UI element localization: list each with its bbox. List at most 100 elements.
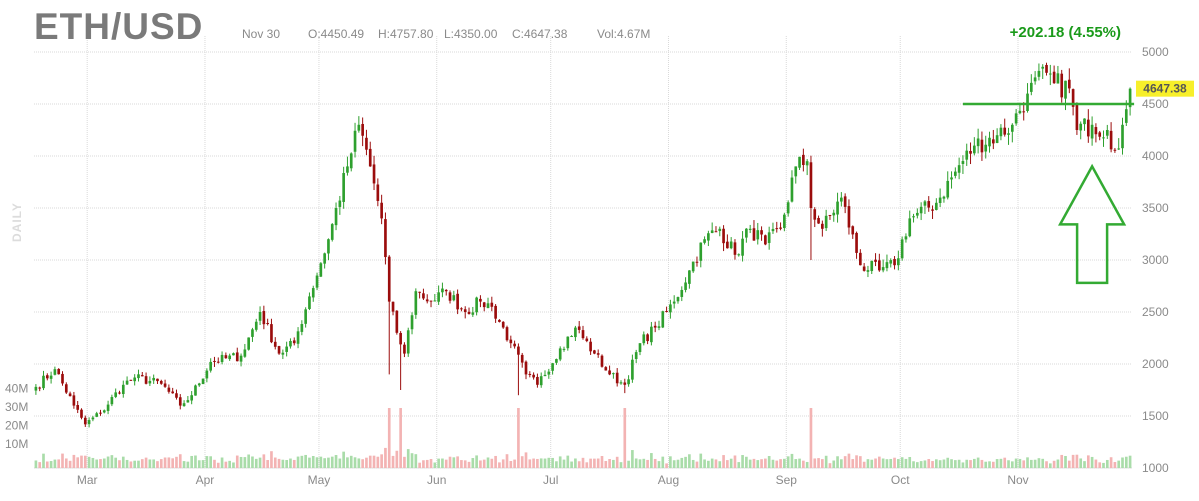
candle-body [794, 166, 798, 177]
candle-body [897, 258, 900, 266]
candle-body [775, 228, 779, 230]
candle-body [1048, 73, 1052, 75]
candle-body [577, 326, 581, 330]
volume-bar [695, 461, 699, 468]
volume-bar [885, 459, 889, 468]
volume-bar [190, 455, 194, 468]
volume-bar [418, 462, 421, 468]
volume-bar [327, 457, 330, 468]
candle-body [391, 301, 395, 312]
volume-bar [64, 458, 68, 468]
volume-bar [429, 459, 433, 468]
volume-bar [786, 456, 790, 468]
volume-bar [893, 457, 896, 468]
candle-body [342, 173, 345, 202]
volume-bar [315, 457, 319, 468]
candle-body [729, 241, 733, 249]
candle-body [365, 137, 368, 150]
candle-body [289, 341, 292, 347]
candle-body [851, 226, 855, 235]
candle-body [418, 291, 421, 293]
volume-bar [197, 460, 201, 468]
candle-body [688, 270, 691, 284]
volume-bar [482, 459, 486, 468]
candle-body [121, 384, 125, 395]
volume-bar [76, 457, 80, 468]
candle-body [813, 209, 817, 220]
volume-bar [737, 462, 741, 468]
volume-bar [729, 458, 733, 468]
volume-bar [1071, 454, 1075, 468]
candle-body [270, 324, 273, 343]
volume-bar [874, 458, 877, 468]
candle-body [99, 412, 102, 414]
candle-body [140, 375, 144, 377]
candle-body [1075, 104, 1079, 130]
volume-bar [615, 456, 619, 468]
candle-body [908, 218, 912, 237]
candle-body [779, 227, 782, 229]
volume-tick-label: 40M [5, 382, 28, 396]
candle-body [258, 312, 262, 321]
candle-body [91, 417, 95, 420]
candle-body [1045, 64, 1048, 73]
candle-body [748, 228, 752, 230]
volume-bar [144, 457, 148, 468]
candle-body [1026, 93, 1029, 112]
candle-body [425, 299, 429, 302]
volume-bar [980, 459, 984, 468]
candle-body [175, 393, 178, 398]
volume-bar [802, 460, 805, 468]
volume-bar [1094, 459, 1098, 468]
up-arrow-annotation [1057, 163, 1127, 285]
candle-body [399, 332, 402, 345]
volume-bar [235, 455, 239, 468]
volume-bar [1041, 458, 1045, 468]
volume-bar [452, 457, 456, 468]
volume-bar [1109, 457, 1113, 468]
candle-body [969, 150, 972, 154]
volume-bar [528, 459, 532, 468]
candle-body [64, 384, 68, 393]
candle-body [49, 375, 53, 379]
volume-bar [266, 460, 269, 468]
volume-bar [156, 461, 159, 468]
volume-bar [699, 453, 703, 468]
candle-body [965, 150, 969, 160]
candle-body [634, 352, 638, 360]
candle-body [467, 311, 471, 314]
candle-body [570, 336, 573, 338]
volume-bar [524, 452, 528, 468]
candle-body [612, 373, 615, 375]
volume-bar [672, 460, 676, 468]
candle-body [72, 395, 76, 406]
candle-body [866, 270, 870, 272]
volume-bar [600, 456, 604, 468]
candle-body [912, 216, 915, 218]
candle-body [152, 377, 156, 381]
candle-body [349, 153, 353, 169]
volume-bar [710, 458, 714, 468]
volume-bar [919, 461, 923, 468]
candle-body [741, 238, 744, 256]
x-tick-label: Sep [776, 473, 798, 487]
last-price-tag [1136, 80, 1194, 97]
candle-body [1037, 70, 1041, 77]
volume-bar [688, 454, 691, 468]
candle-body [669, 304, 672, 313]
volume-bar [209, 456, 212, 468]
volume-bar [726, 460, 729, 468]
candle-body [304, 309, 307, 324]
volume-bar [349, 455, 353, 468]
candle-body [870, 260, 874, 272]
candle-body [190, 395, 194, 401]
candle-body [1052, 71, 1056, 84]
y-tick-label: 3000 [1142, 253, 1169, 267]
candle-body [1018, 110, 1022, 114]
candle-body [1086, 119, 1090, 137]
candle-body [110, 397, 114, 405]
candle-body [475, 297, 478, 313]
volume-bar [969, 460, 972, 468]
candle-body [353, 130, 357, 152]
candle-body [205, 370, 209, 379]
